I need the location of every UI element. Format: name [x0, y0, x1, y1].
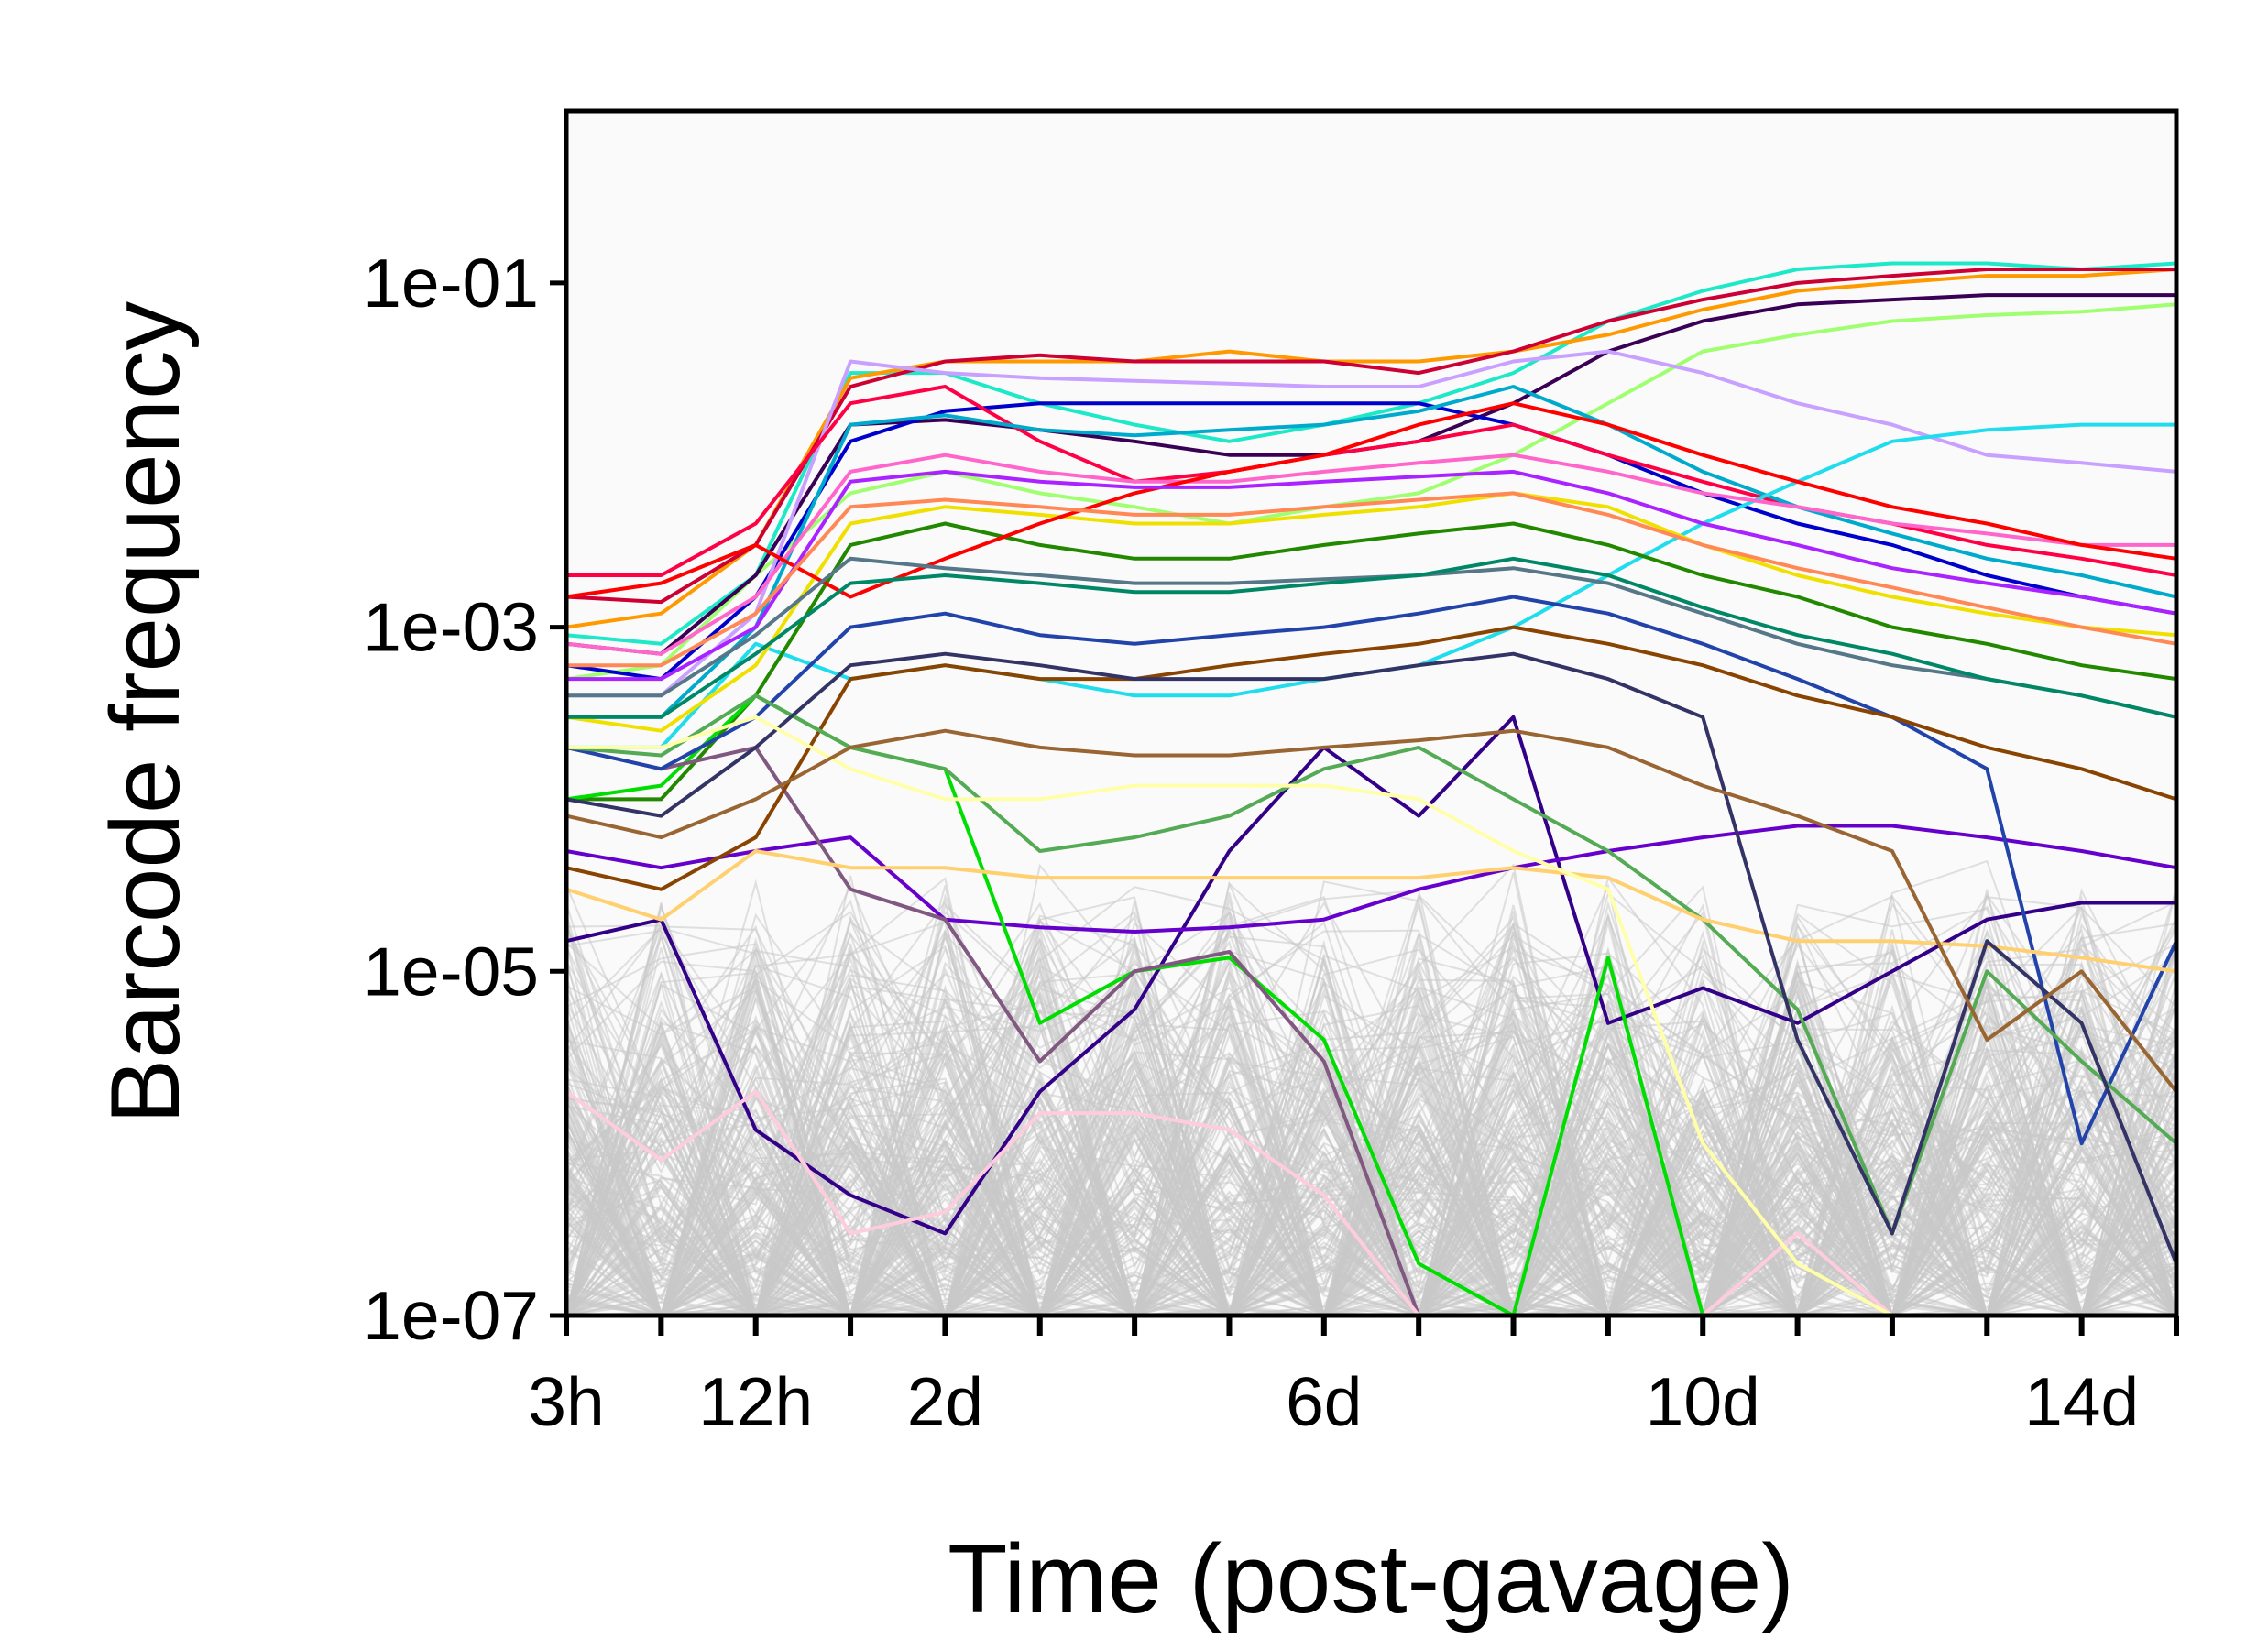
series-line-26: [566, 556, 2177, 719]
x-axis-title: Time (post-gavage): [948, 1523, 1794, 1633]
y-tick-label: 1e-05: [363, 933, 539, 1010]
series-line-9: [566, 385, 2177, 719]
background-series-line: [565, 1043, 2176, 1318]
highlighted-series-layer: [564, 261, 2178, 1317]
series-line-3: [565, 268, 2176, 605]
background-series-line: [566, 1004, 2176, 1318]
x-tick-label: 3h: [528, 1363, 604, 1440]
background-series-line: [565, 914, 2177, 1317]
background-series-line: [565, 1042, 2177, 1317]
x-tick-label: 2d: [907, 1363, 983, 1440]
background-series-line: [565, 1087, 2177, 1318]
background-series-line: [565, 896, 2177, 1318]
background-series-line: [565, 980, 2177, 1317]
x-axis: 3h 12h 2d 6d 10d 14d: [528, 1316, 2179, 1440]
background-series-line: [566, 948, 2176, 1318]
x-tick-label: 10d: [1646, 1363, 1760, 1440]
plot-frame: [564, 108, 2179, 1318]
y-tick-label: 1e-07: [363, 1277, 539, 1354]
series-line-8: [566, 385, 2177, 577]
background-series-line: [565, 975, 2177, 1319]
series-line-25: [566, 469, 2177, 682]
series-line-27: [566, 491, 2177, 668]
background-series-line: [565, 937, 2177, 1318]
background-series-line: [565, 965, 2177, 1317]
background-series-line: [565, 1010, 2177, 1317]
y-axis-title: Barcode frequency: [90, 300, 200, 1124]
background-series-line: [565, 917, 2177, 1318]
series-line-12: [565, 491, 2177, 733]
y-tick-label: 1e-03: [363, 589, 539, 666]
background-series-line: [565, 954, 2177, 1317]
series-line-30: [565, 728, 2178, 1093]
y-tick-label: 1e-01: [363, 245, 539, 322]
y-axis: 1e-07 1e-05 1e-03 1e-01: [363, 245, 566, 1354]
background-series-line: [565, 872, 2176, 1318]
x-tick-label: 14d: [2024, 1363, 2139, 1440]
series-line-24: [566, 556, 2177, 719]
series-line-15: [565, 824, 2177, 934]
series-line-20: [565, 595, 2178, 1146]
series-line-11: [565, 715, 2176, 1236]
x-tick-label: 6d: [1286, 1363, 1362, 1440]
series-line-19: [565, 401, 2177, 599]
series-line-14: [565, 453, 2176, 656]
series-line-6: [565, 401, 2177, 682]
background-series-line: [565, 920, 2177, 1319]
series-line-23: [565, 849, 2177, 974]
x-tick-label: 12h: [698, 1363, 813, 1440]
background-series-line: [565, 1042, 2176, 1317]
series-line-28: [565, 651, 2178, 1265]
series-line-21: [565, 625, 2177, 891]
series-line-7: [566, 349, 2177, 698]
